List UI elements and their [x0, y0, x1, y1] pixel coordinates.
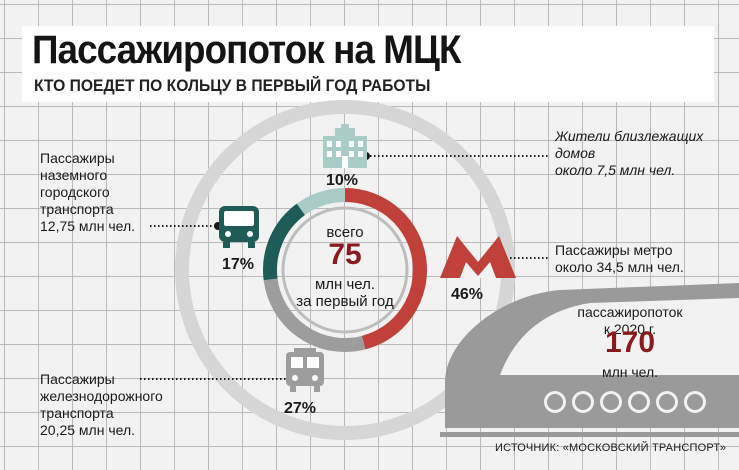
percent-metro: 46% [451, 286, 484, 303]
bus-icon [219, 206, 259, 248]
forecast-unit: млн чел. [601, 364, 659, 380]
percent-ground: 17% [222, 256, 255, 273]
percent-residents: 10% [326, 172, 359, 189]
donut-slice-residents [296, 188, 346, 216]
total-top-label: всего [326, 224, 364, 241]
source-note: ИСТОЧНИК: «МОСКОВСКИЙ ТРАНСПОРТ» [495, 442, 727, 454]
building-icon [323, 124, 367, 168]
total-unit: млн чел. [314, 276, 376, 293]
label-metro: Пассажиры метро около 34,5 млн чел. [555, 242, 684, 275]
label-rail: Пассажиры железнодорожного транспорта 20… [40, 371, 163, 438]
page-subtitle: КТО ПОЕДЕТ ПО КОЛЬЦУ В ПЕРВЫЙ ГОД РАБОТЫ [34, 76, 431, 95]
total-period: за первый год [296, 293, 394, 310]
forecast-value: 170 [604, 326, 656, 359]
train-icon [286, 348, 324, 392]
donut-chart [263, 188, 427, 352]
header-panel [22, 26, 714, 102]
label-residents: Жители близлежащих домов около 7,5 млн ч… [555, 128, 704, 178]
label-ground: Пассажиры наземного городского транспорт… [40, 150, 136, 234]
total-value: 75 [328, 238, 362, 271]
percent-rail: 27% [284, 400, 317, 417]
donut-inner-ring [281, 206, 409, 334]
high-speed-train-icon [440, 283, 739, 437]
donut-slice-ground [263, 203, 306, 281]
donut-slice-rail [263, 278, 366, 352]
page-title: Пассажиропоток на МЦК [32, 28, 461, 72]
donut-slice-metro [344, 188, 427, 350]
forecast-label: пассажиропоток к 2020 г. [577, 304, 683, 337]
metro-m-icon [440, 236, 516, 278]
